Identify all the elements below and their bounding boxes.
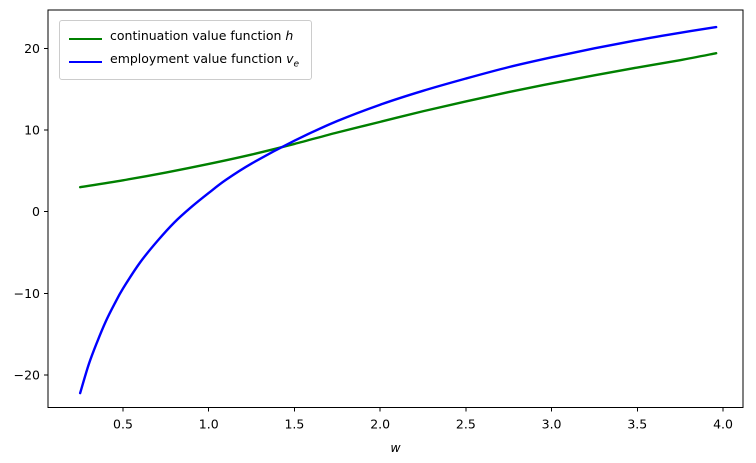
x-tick-label: 3.5: [627, 417, 647, 432]
y-tick-label: −10: [14, 286, 40, 301]
x-tick-label: 2.5: [456, 417, 476, 432]
h-line-swatch: [69, 37, 102, 40]
legend-item-h: continuation value function h: [69, 27, 299, 50]
y-tick-label: 20: [24, 41, 40, 56]
x-tick-label: 2.0: [370, 417, 390, 432]
x-tick-label: 4.0: [713, 417, 733, 432]
legend: continuation value function h employment…: [59, 20, 313, 80]
x-axis-label: w: [390, 440, 401, 455]
h-curve: [78, 52, 718, 189]
x-tick-label: 0.5: [113, 417, 133, 432]
x-tick-label: 1.5: [284, 417, 304, 432]
legend-item-ve: employment value function ve: [69, 50, 299, 73]
x-tick-label: 1.0: [199, 417, 219, 432]
x-tick-label: 3.0: [542, 417, 562, 432]
y-tick-label: 0: [32, 204, 40, 219]
y-tick-label: −20: [14, 368, 40, 383]
ve-curve: [78, 25, 718, 395]
legend-label-h: continuation value function h: [110, 27, 294, 43]
ve-line-swatch: [69, 60, 102, 63]
legend-label-ve: employment value function ve: [110, 50, 300, 70]
axes-frame: [47, 9, 744, 408]
y-tick-label: 10: [24, 123, 40, 138]
